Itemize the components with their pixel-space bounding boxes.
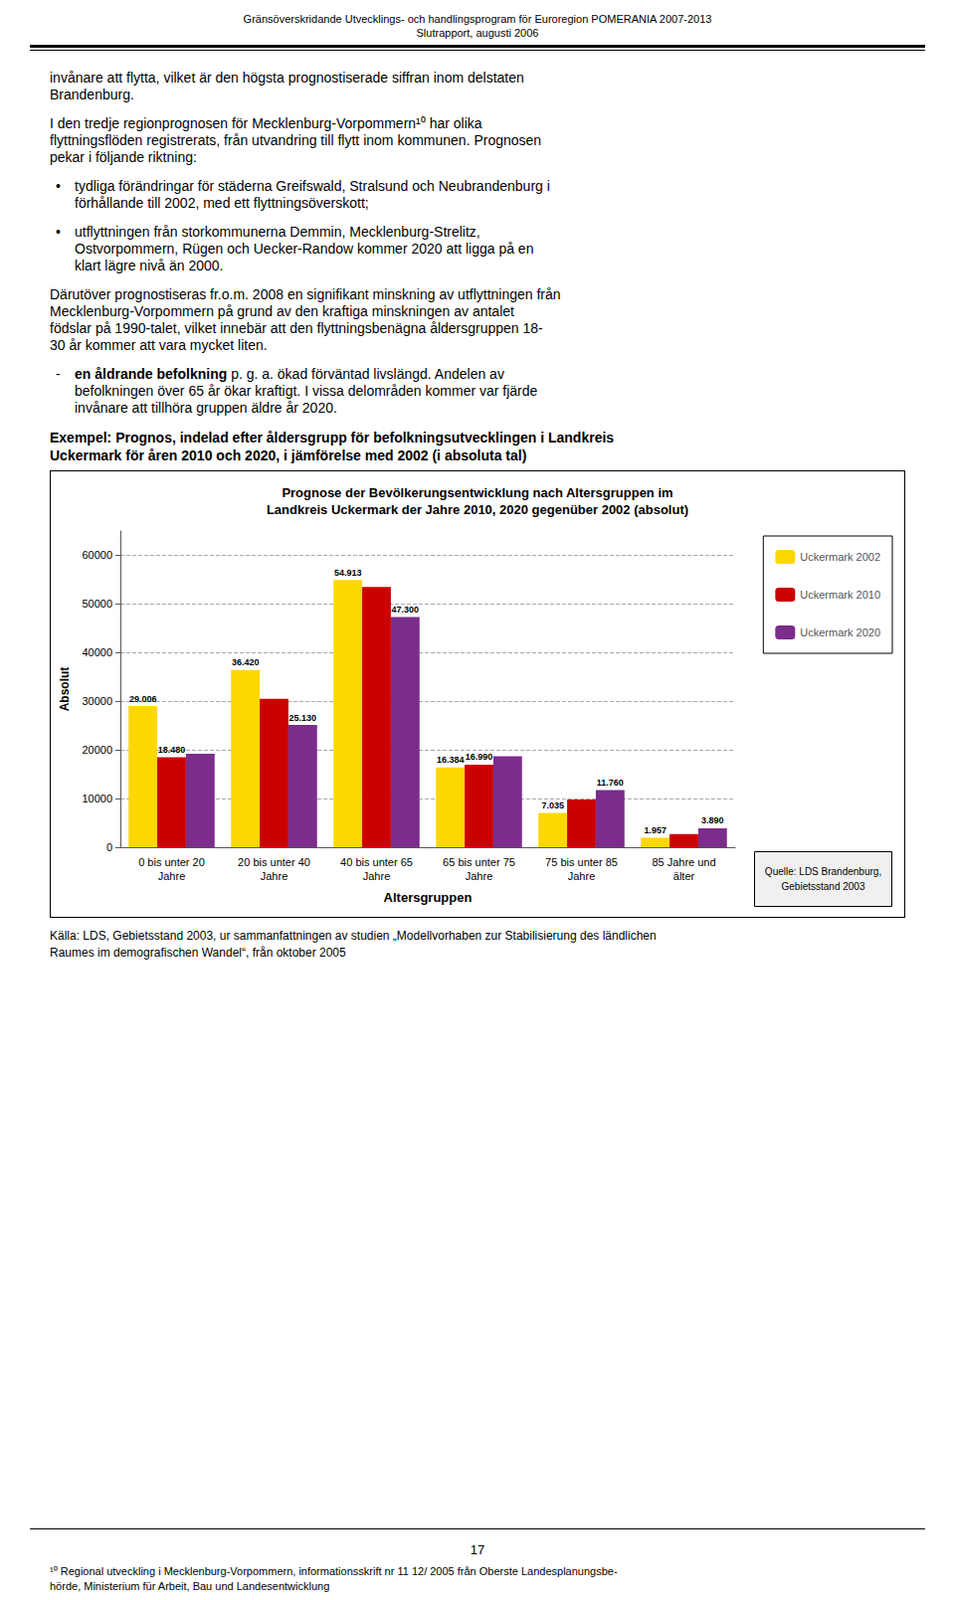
html-text:Slutrapport, augusti 2006: Slutrapport, augusti 2006 [416,26,539,39]
html-text:invånare att flytta, vilket är: invånare att flytta, vilket är den högst… [49,69,525,86]
svg-text:11.760: 11.760 [596,777,624,788]
svg-text:1.957: 1.957 [643,825,667,836]
svg-text:0 bis unter 20: 0 bis unter 20 [138,856,205,869]
svg-text:Jahre: Jahre [568,870,596,883]
html-text:Brandenburg.: Brandenburg. [49,86,135,103]
html-text:hörde, Ministerium für Arbeit,: hörde, Ministerium für Arbeit, Bau und L… [49,1580,330,1593]
svg-text:47.300: 47.300 [391,604,420,615]
html-text:Exempel: Prognos, indelad efte: Exempel: Prognos, indelad efter åldersgr… [49,429,614,446]
html-text:¹⁰ Regional utveckling i Meckl: ¹⁰ Regional utveckling i Mecklenburg-Vor… [49,1565,618,1578]
svg-text:Jahre: Jahre [158,870,187,883]
svg-text:Absolut: Absolut [57,667,72,713]
svg-text:60000: 60000 [81,549,113,562]
html-text:Uckermark för åren 2010 och 20: Uckermark för åren 2010 och 2020, i jämf… [49,447,527,464]
svg-text:16.990: 16.990 [465,752,494,763]
svg-text:Gebietsstand 2003: Gebietsstand 2003 [781,881,866,893]
html-text:invånare att tillhöra gruppen: invånare att tillhöra gruppen äldre år 2… [74,399,338,416]
svg-text:Uckermark 2002: Uckermark 2002 [799,551,881,564]
html-text:30 år kommer att vara mycket l: 30 år kommer att vara mycket liten. [49,337,268,354]
html-text:klart lägre nivå än 2000.: klart lägre nivå än 2000. [74,257,224,274]
svg-text:Altersgruppen: Altersgruppen [383,890,473,906]
svg-text:Prognose der Bevölkerungsentwi: Prognose der Bevölkerungsentwicklung nac… [281,485,673,501]
html-text:17: 17 [470,1542,485,1558]
html-text:befolkningen över 65 år ökar k: befolkningen över 65 år ökar kraftigt. I… [74,382,538,399]
svg-text:25.130: 25.130 [289,713,318,724]
html-text:Källa: LDS, Gebietsstand 2003,: Källa: LDS, Gebietsstand 2003, ur samman… [49,929,657,944]
html-text:pekar i följande riktning:: pekar i följande riktning: [49,149,197,166]
svg-text:Quelle: LDS Brandenburg,: Quelle: LDS Brandenburg, [764,866,882,878]
html-text:Därutöver prognostiseras fr.o.: Därutöver prognostiseras fr.o.m. 2008 en… [49,286,561,303]
svg-text:Jahre: Jahre [465,870,494,883]
svg-text:54.913: 54.913 [334,568,363,578]
svg-text:36.420: 36.420 [231,657,260,668]
html-text:I den tredje regionprognosen f: I den tredje regionprognosen för Mecklen… [49,115,483,132]
svg-text:Jahre: Jahre [260,870,289,883]
svg-text:18.480: 18.480 [158,745,187,756]
svg-text:20 bis unter 40: 20 bis unter 40 [237,856,311,869]
html-text:Raumes im demografischen Wande: Raumes im demografischen Wandel“, från o… [49,946,346,960]
svg-text:40000: 40000 [81,646,113,659]
html-text:Mecklenburg-Vorpommern på grun: Mecklenburg-Vorpommern på grund av den k… [49,303,515,320]
svg-text:16.384: 16.384 [436,755,465,765]
html-text:födslar på 1990-talet, vilket: födslar på 1990-talet, vilket innebär at… [49,320,543,337]
svg-text:Landkreis Uckermark der Jahre: Landkreis Uckermark der Jahre 2010, 2020… [266,502,689,518]
svg-text:3.890: 3.890 [701,815,725,826]
svg-text:40 bis unter 65: 40 bis unter 65 [340,856,413,869]
html-text:förhållande till 2002, med ett: förhållande till 2002, med ett flyttning… [74,194,369,211]
svg-text:0: 0 [106,841,113,854]
svg-text:Jahre: Jahre [363,870,391,883]
html-text:Gränsöverskridande Utvecklings: Gränsöverskridande Utvecklings- och hand… [243,12,712,25]
svg-text:älter: älter [673,870,696,883]
svg-text:29.006: 29.006 [129,694,158,705]
html-text:flyttningsflöden registrerats,: flyttningsflöden registrerats, från utva… [49,132,542,149]
svg-text:50000: 50000 [81,597,113,610]
svg-text:85 Jahre und: 85 Jahre und [651,856,716,869]
svg-text:65 bis unter 75: 65 bis unter 75 [442,856,516,869]
svg-text:Uckermark 2010: Uckermark 2010 [799,588,881,601]
svg-text:20000: 20000 [81,744,113,757]
svg-text:75 bis unter 85: 75 bis unter 85 [545,856,618,869]
svg-text:7.035: 7.035 [541,800,565,811]
html-text:en åldrande befolkning p. g. a: en åldrande befolkning p. g. a. ökad för… [74,366,505,382]
svg-text:10000: 10000 [81,792,113,805]
html-text:Ostvorpommern, Rügen och Uecke: Ostvorpommern, Rügen och Uecker-Randow k… [74,240,534,257]
svg-text:Uckermark 2020: Uckermark 2020 [799,626,881,639]
html-text:tydliga förändringar för städe: tydliga förändringar för städerna Greifs… [74,178,550,194]
html-text:utflyttningen från storkommune: utflyttningen från storkommunerna Demmin… [74,223,481,240]
svg-text:30000: 30000 [81,695,113,708]
